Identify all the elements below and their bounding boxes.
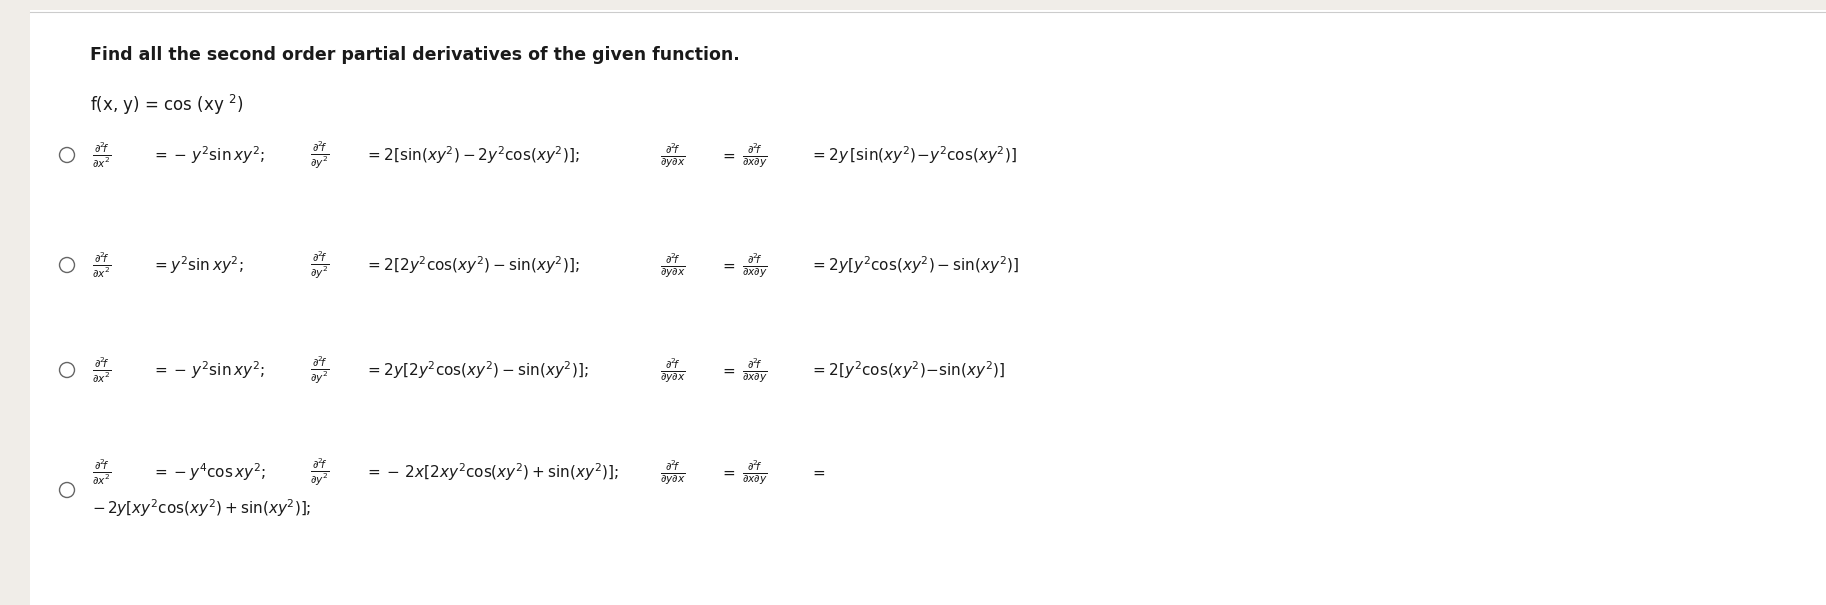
Text: $\frac{\partial^2\! f}{\partial x\partial y}$: $\frac{\partial^2\! f}{\partial x\partia… bbox=[741, 141, 767, 169]
Text: $= 2y[y^2 \cos (xy^2) - \sin (xy^2)]$: $= 2y[y^2 \cos (xy^2) - \sin (xy^2)]$ bbox=[811, 254, 1019, 276]
Text: f(x, y) = cos (xy $^2$): f(x, y) = cos (xy $^2$) bbox=[89, 93, 243, 117]
Text: $\frac{\partial^2\! f}{\partial x\partial y}$: $\frac{\partial^2\! f}{\partial x\partia… bbox=[741, 356, 767, 384]
Text: $\frac{\partial^2\! f}{\partial y\partial x}$: $\frac{\partial^2\! f}{\partial y\partia… bbox=[659, 141, 687, 169]
Text: $\frac{\partial^2\! f}{\partial x^2}$: $\frac{\partial^2\! f}{\partial x^2}$ bbox=[91, 457, 111, 486]
Text: $= 2y[2y^2 \cos (xy^2) - \sin (xy^2)];$: $= 2y[2y^2 \cos (xy^2) - \sin (xy^2)];$ bbox=[365, 359, 588, 381]
Text: $= -\,2x[2xy^2 \cos (xy^2) + \sin(xy^2)];$: $= -\,2x[2xy^2 \cos (xy^2) + \sin(xy^2)]… bbox=[365, 461, 619, 483]
Text: $\frac{\partial^2\! f}{\partial y^2}$: $\frac{\partial^2\! f}{\partial y^2}$ bbox=[310, 139, 329, 171]
Text: $=$: $=$ bbox=[811, 465, 825, 480]
Text: $\frac{\partial^2\! f}{\partial y\partial x}$: $\frac{\partial^2\! f}{\partial y\partia… bbox=[659, 356, 687, 384]
Text: $\frac{\partial^2\! f}{\partial x^2}$: $\frac{\partial^2\! f}{\partial x^2}$ bbox=[91, 140, 111, 169]
Text: $=$: $=$ bbox=[719, 465, 736, 480]
Text: Find all the second order partial derivatives of the given function.: Find all the second order partial deriva… bbox=[89, 46, 740, 64]
Text: $=$: $=$ bbox=[719, 362, 736, 378]
Text: $\frac{\partial^2\! f}{\partial x\partial y}$: $\frac{\partial^2\! f}{\partial x\partia… bbox=[741, 251, 767, 279]
Text: $-\,2y[xy^2 \cos (xy^2) + \sin(xy^2)];$: $-\,2y[xy^2 \cos (xy^2) + \sin(xy^2)];$ bbox=[91, 497, 312, 519]
Text: $=$: $=$ bbox=[719, 148, 736, 163]
Text: $\frac{\partial^2\! f}{\partial x\partial y}$: $\frac{\partial^2\! f}{\partial x\partia… bbox=[741, 458, 767, 486]
Text: $= 2[\sin (xy^2)- 2y^2 \cos (xy^2)];$: $= 2[\sin (xy^2)- 2y^2 \cos (xy^2)];$ bbox=[365, 144, 579, 166]
FancyBboxPatch shape bbox=[29, 10, 1826, 605]
Text: $\frac{\partial^2\! f}{\partial y^2}$: $\frac{\partial^2\! f}{\partial y^2}$ bbox=[310, 355, 329, 385]
Text: $= -y^4 \cos xy^2;$: $= -y^4 \cos xy^2;$ bbox=[152, 461, 267, 483]
Text: $\frac{\partial^2\! f}{\partial y\partial x}$: $\frac{\partial^2\! f}{\partial y\partia… bbox=[659, 458, 687, 486]
Text: $= 2[y^2 \cos(xy^2)\!-\!\sin(xy^2)]$: $= 2[y^2 \cos(xy^2)\!-\!\sin(xy^2)]$ bbox=[811, 359, 1004, 381]
Text: $= -\,y^2 \sin xy^2;$: $= -\,y^2 \sin xy^2;$ bbox=[152, 359, 265, 381]
Text: $=$: $=$ bbox=[719, 258, 736, 272]
Text: $\frac{\partial^2\! f}{\partial y^2}$: $\frac{\partial^2\! f}{\partial y^2}$ bbox=[310, 249, 329, 281]
Text: $= y^2 \sin xy^2;$: $= y^2 \sin xy^2;$ bbox=[152, 254, 243, 276]
Text: $\frac{\partial^2\! f}{\partial x^2}$: $\frac{\partial^2\! f}{\partial x^2}$ bbox=[91, 250, 111, 280]
Text: $\frac{\partial^2\! f}{\partial y\partial x}$: $\frac{\partial^2\! f}{\partial y\partia… bbox=[659, 251, 687, 279]
Text: $= -\,y^2 \sin xy^2;$: $= -\,y^2 \sin xy^2;$ bbox=[152, 144, 265, 166]
Text: $= 2y\,[\sin (xy^2)\!-\!y^2 \cos (xy^2)]$: $= 2y\,[\sin (xy^2)\!-\!y^2 \cos (xy^2)]… bbox=[811, 144, 1017, 166]
Text: $\frac{\partial^2\! f}{\partial y^2}$: $\frac{\partial^2\! f}{\partial y^2}$ bbox=[310, 456, 329, 488]
Text: $\frac{\partial^2\! f}{\partial x^2}$: $\frac{\partial^2\! f}{\partial x^2}$ bbox=[91, 355, 111, 385]
Text: $= 2[2y^2 \cos (xy^2) - \sin (xy^2)];$: $= 2[2y^2 \cos (xy^2) - \sin (xy^2)];$ bbox=[365, 254, 579, 276]
